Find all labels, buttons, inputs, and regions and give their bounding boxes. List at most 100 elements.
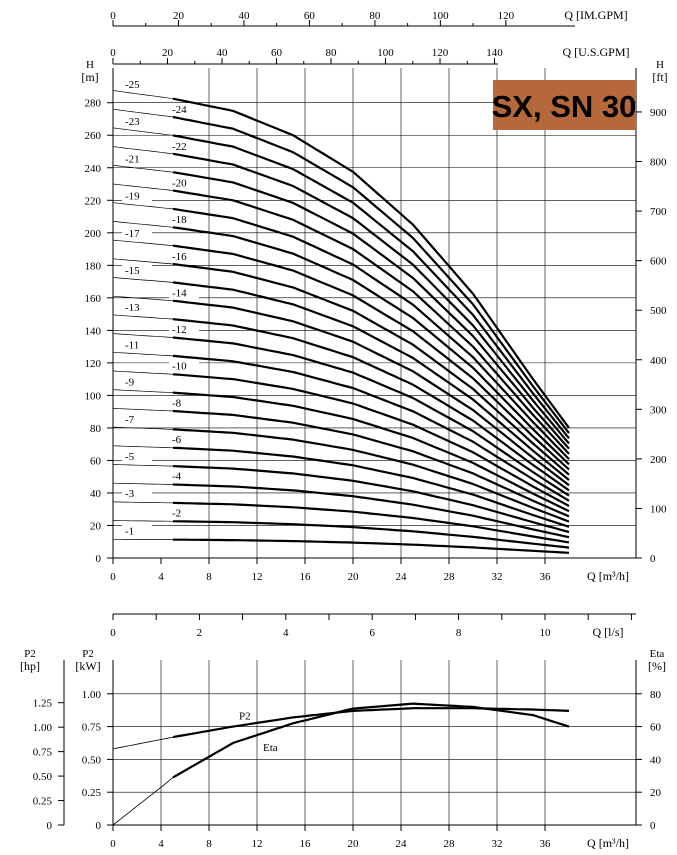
power-flow-tick-label: 8 xyxy=(206,838,212,850)
imp-gpm-tick-label: 0 xyxy=(110,10,116,22)
stage-curve-extension xyxy=(112,389,174,393)
model-badge: SX, SN 30 xyxy=(492,80,636,130)
stage-curve-extension xyxy=(112,426,174,430)
stage-curve xyxy=(172,446,570,528)
power-flow-tick-label: 20 xyxy=(348,838,360,850)
stage-label: -23 xyxy=(125,116,140,128)
p2-hp-tick-label: 0.50 xyxy=(33,771,53,783)
head-ft-tick-label: 500 xyxy=(650,305,667,317)
eta-unit-bottom: [%] xyxy=(648,659,666,673)
stage-curve-extension xyxy=(112,501,174,504)
head-ft-tick-label: 200 xyxy=(650,454,667,466)
stage-curve xyxy=(172,465,570,534)
stage-curve-extension xyxy=(112,258,174,265)
power-flow-tick-label: 36 xyxy=(540,838,552,850)
power-flow-tick-label: 4 xyxy=(158,838,164,850)
stage-label-bg xyxy=(169,433,199,446)
stage-curve-extension xyxy=(112,164,174,173)
stage-curve-extension xyxy=(112,333,174,338)
head-ft-tick-label: 600 xyxy=(650,256,667,268)
p2-curve xyxy=(172,707,570,739)
stage-label: -13 xyxy=(125,302,140,314)
power-flow-tick-label: 0 xyxy=(110,838,116,850)
stage-label-bg xyxy=(169,103,199,116)
stage-curve xyxy=(172,318,570,492)
us-gpm-tick-label: 140 xyxy=(486,47,503,59)
us-gpm-tick-label: 80 xyxy=(326,47,338,59)
flow-m3h-tick-label: 20 xyxy=(348,571,360,583)
imp-gpm-tick-label: 60 xyxy=(304,10,316,22)
stage-label: -25 xyxy=(125,79,140,91)
top-flow-axes: 0 20 40 60 80 100 120 Q [IM.GPM] 0 20 40 60 80 100 120… xyxy=(110,8,630,65)
stage-curve-extension xyxy=(112,202,174,210)
power-flow-tick-label: 16 xyxy=(300,838,312,850)
stage-label: -14 xyxy=(172,287,187,299)
flow-ls-tick-label: 8 xyxy=(456,627,462,639)
stage-curve-extension xyxy=(112,239,174,246)
stage-label: -10 xyxy=(172,361,187,373)
stage-label-bg xyxy=(169,286,199,299)
head-ft-tick-label: 900 xyxy=(650,107,667,119)
stage-curve-extension xyxy=(112,108,174,118)
stage-label-bg xyxy=(169,506,199,519)
stage-label-bg xyxy=(122,77,152,90)
eta-tick-label: 20 xyxy=(650,787,662,799)
stage-label-bg xyxy=(122,487,152,500)
power-flow-tick-label: 28 xyxy=(444,838,456,850)
head-m-tick-label: 100 xyxy=(85,390,102,402)
stage-label: -5 xyxy=(125,451,135,463)
p2-kw-tick-label: 1.00 xyxy=(82,689,102,701)
stage-label-bg xyxy=(122,449,152,462)
stage-curve-extension xyxy=(112,408,174,412)
p2-kw-tick-label: 0.50 xyxy=(82,754,102,766)
eta-tick-label: 0 xyxy=(650,820,656,832)
p2-kw-unit-bottom: [kW] xyxy=(75,659,100,673)
flow-ls-tick-label: 6 xyxy=(369,627,375,639)
eta-curve-label: Eta xyxy=(263,742,278,754)
stage-curve xyxy=(172,97,570,429)
p2-hp-tick-label: 1.00 xyxy=(33,722,53,734)
p2-kw-tick-label: 0.75 xyxy=(82,722,102,734)
stage-label-bg xyxy=(122,115,152,128)
stage-curve xyxy=(173,520,570,549)
stage-label: -4 xyxy=(172,471,182,483)
stage-label-bg xyxy=(169,176,199,189)
stage-curve xyxy=(172,207,570,460)
stage-curve xyxy=(172,391,570,513)
stage-label-bg xyxy=(122,152,152,165)
stage-label-bg xyxy=(169,323,199,336)
flow-m3h-tick-label: 36 xyxy=(540,571,552,583)
power-flow-tick-label: 24 xyxy=(396,838,408,850)
head-m-tick-label: 260 xyxy=(85,130,102,142)
head-ft-tick-label: 300 xyxy=(650,404,667,416)
head-m-tick-label: 180 xyxy=(85,260,102,272)
flow-m3h-tick-label: 8 xyxy=(206,571,212,583)
stage-label-bg xyxy=(122,375,152,388)
stage-label-bg xyxy=(122,301,152,314)
head-m-tick-label: 200 xyxy=(85,228,102,240)
stage-label-bg xyxy=(122,412,152,425)
head-m-tick-label: 280 xyxy=(85,98,102,110)
stage-label-bg xyxy=(169,139,199,152)
head-ft-tick-label: 700 xyxy=(650,206,667,218)
p2-hp-tick-label: 1.25 xyxy=(33,698,53,710)
stage-curve-extension xyxy=(112,90,174,100)
head-m-tick-label: 60 xyxy=(90,455,102,467)
stage-curve-extension xyxy=(112,445,174,449)
stage-label-bg xyxy=(122,226,152,239)
flow-m3h-tick-label: 12 xyxy=(252,571,263,583)
flow-m3h-tick-label: 16 xyxy=(300,571,312,583)
stage-label-bg xyxy=(122,524,152,537)
head-m-tick-label: 80 xyxy=(90,423,102,435)
stage-curve xyxy=(172,171,570,450)
head-m-tick-label: 0 xyxy=(96,553,102,565)
head-m-tick-label: 220 xyxy=(85,195,102,207)
head-ft-unit-top: H xyxy=(656,59,664,71)
stage-label: -12 xyxy=(172,324,187,336)
stage-curve-extension xyxy=(112,127,174,136)
p2-hp-unit-top: P2 xyxy=(24,648,36,660)
stage-curve xyxy=(172,409,570,518)
stage-curve-extension xyxy=(112,221,174,228)
stage-label: -17 xyxy=(125,228,140,240)
